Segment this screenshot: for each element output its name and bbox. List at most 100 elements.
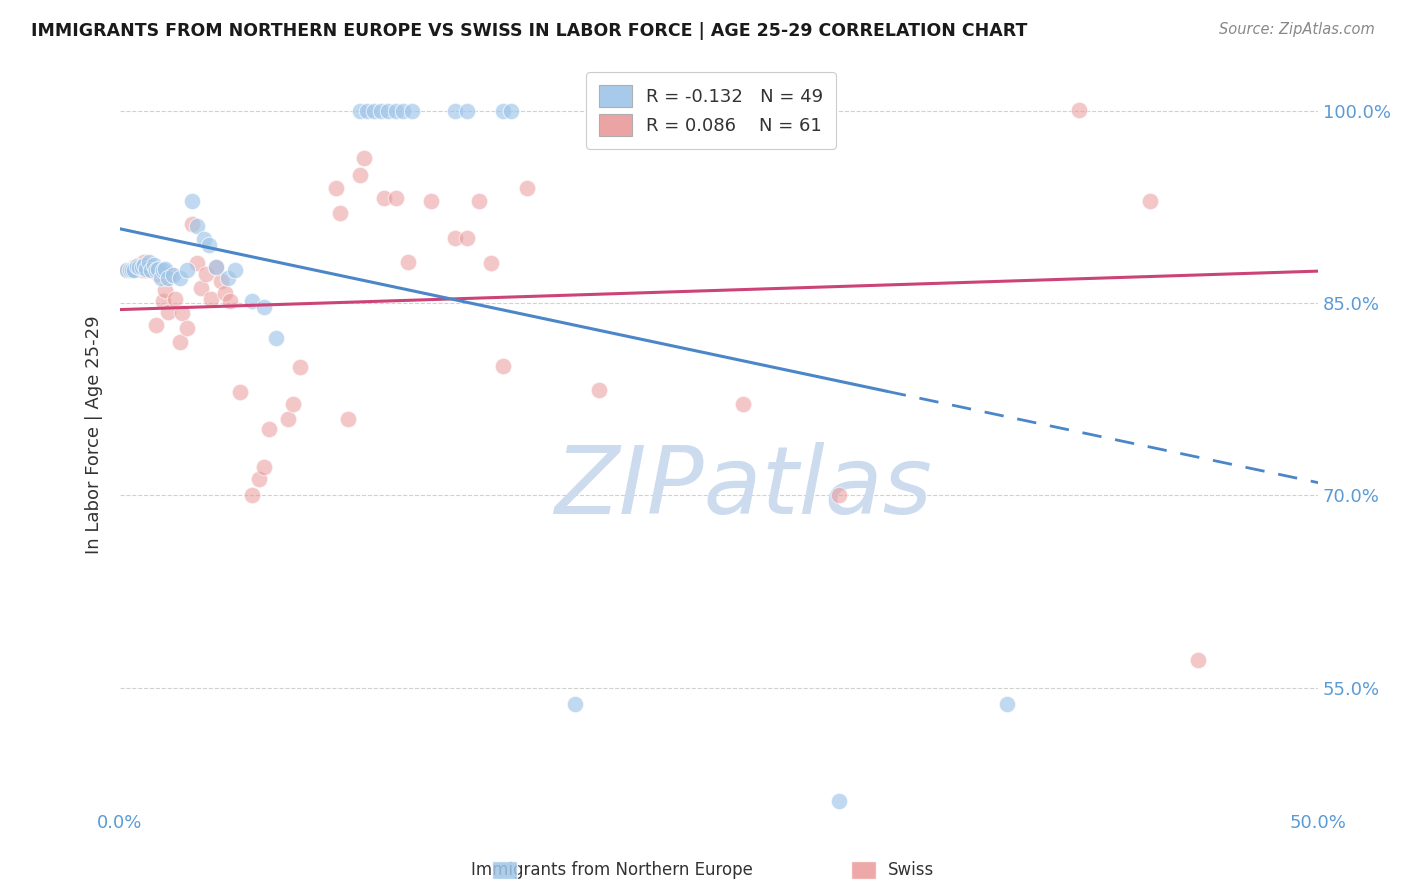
Point (118, 263, 141, 277)
Point (131, 260, 153, 275)
Point (155, 284, 177, 298)
Point (219, 293, 242, 308)
Point (124, 260, 146, 275)
Point (156, 270, 179, 285)
Point (138, 260, 160, 275)
Point (492, 359, 515, 373)
Point (200, 293, 222, 307)
Point (132, 255, 155, 269)
Point (217, 270, 239, 285)
Legend: R = -0.132   N = 49, R = 0.086    N = 61: R = -0.132 N = 49, R = 0.086 N = 61 (586, 72, 835, 149)
Point (145, 318, 167, 332)
Point (180, 194, 202, 208)
Point (444, 231, 467, 245)
Point (468, 194, 491, 208)
Point (377, 103, 399, 118)
Point (516, 181, 538, 195)
Point (149, 270, 172, 285)
Point (121, 263, 143, 277)
Point (588, 384, 610, 398)
Point (139, 263, 162, 277)
Point (209, 274, 232, 288)
Point (564, 698, 586, 712)
Point (1067, 103, 1090, 117)
Point (456, 231, 478, 245)
Point (240, 293, 263, 308)
Point (353, 151, 375, 165)
Point (481, 256, 503, 270)
Point (139, 263, 162, 277)
Point (253, 300, 276, 314)
Point (277, 411, 299, 425)
Point (1139, 194, 1161, 208)
Point (124, 263, 146, 277)
Point (152, 293, 174, 308)
Point (204, 260, 226, 275)
Point (169, 270, 191, 285)
Point (125, 260, 148, 275)
Point (349, 168, 371, 182)
Text: IMMIGRANTS FROM NORTHERN EUROPE VS SWISS IN LABOR FORCE | AGE 25-29 CORRELATION : IMMIGRANTS FROM NORTHERN EUROPE VS SWISS… (31, 22, 1028, 40)
Point (391, 103, 413, 118)
Text: ZIPatlas: ZIPatlas (554, 442, 932, 533)
Point (396, 255, 419, 269)
Text: Immigrants from Northern Europe: Immigrants from Northern Europe (471, 861, 752, 879)
Point (456, 103, 478, 118)
Point (828, 793, 851, 807)
Point (240, 488, 263, 502)
Point (641, 103, 664, 118)
Point (176, 320, 198, 334)
Point (325, 181, 347, 195)
Point (492, 103, 515, 118)
Point (145, 263, 167, 277)
Point (190, 281, 212, 295)
Point (401, 103, 423, 118)
Point (356, 103, 378, 118)
Point (169, 334, 191, 349)
Y-axis label: In Labor Force | Age 25-29: In Labor Force | Age 25-29 (86, 315, 103, 554)
Point (363, 103, 385, 118)
Point (152, 263, 174, 277)
Point (204, 260, 226, 275)
Point (176, 263, 198, 277)
Point (288, 360, 311, 375)
Point (197, 238, 219, 252)
Point (229, 384, 252, 399)
Point (384, 191, 406, 205)
Point (195, 267, 218, 281)
Point (253, 460, 276, 475)
Point (224, 263, 246, 277)
Point (138, 255, 160, 269)
Point (135, 261, 157, 276)
Point (186, 219, 208, 234)
Point (118, 263, 141, 277)
Point (142, 258, 165, 272)
Point (115, 263, 138, 277)
Point (349, 103, 371, 118)
Point (281, 397, 304, 411)
Text: Swiss: Swiss (889, 861, 934, 879)
Point (165, 293, 187, 307)
Point (499, 103, 522, 118)
Point (1187, 652, 1209, 666)
Point (186, 256, 208, 270)
Point (373, 191, 395, 205)
Point (121, 263, 143, 277)
Point (384, 103, 406, 118)
Point (214, 285, 236, 300)
Point (172, 306, 194, 320)
Point (148, 261, 170, 276)
Point (155, 261, 177, 276)
Point (828, 488, 851, 502)
Point (329, 206, 352, 220)
Point (995, 698, 1018, 712)
Text: Source: ZipAtlas.com: Source: ZipAtlas.com (1219, 22, 1375, 37)
Point (156, 305, 179, 319)
Point (257, 422, 280, 436)
Point (336, 411, 359, 425)
Point (128, 260, 150, 275)
Point (370, 103, 392, 118)
Point (588, 103, 610, 118)
Point (247, 472, 270, 486)
Point (193, 232, 215, 246)
